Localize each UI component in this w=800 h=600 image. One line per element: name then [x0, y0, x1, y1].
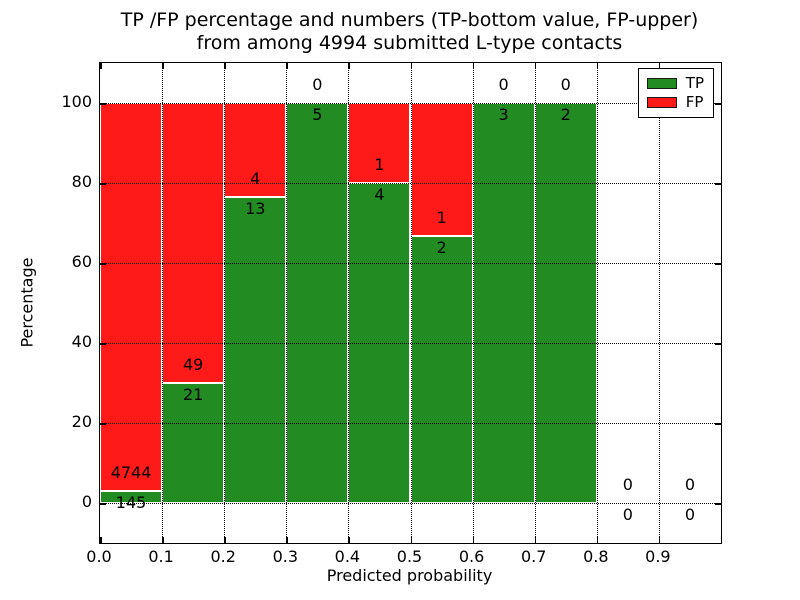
x-tick-mark — [162, 63, 164, 69]
tp-count-label: 5 — [312, 105, 323, 124]
bar-segment-fp — [348, 103, 411, 183]
y-tick-label: 20 — [71, 412, 92, 431]
tp-count-label: 145 — [115, 493, 147, 513]
fp-count-label: 1 — [436, 208, 447, 228]
y-tick-mark — [715, 103, 721, 105]
x-tick-mark — [658, 537, 661, 543]
tick-marks-layer — [100, 63, 721, 543]
bar-segment-tp — [286, 103, 349, 503]
fp-count-label: 4 — [250, 169, 261, 189]
fp-count-label: 0 — [498, 75, 509, 94]
fp-count-label: 0 — [622, 475, 633, 494]
x-tick-mark — [534, 537, 537, 543]
x-tick-mark — [224, 63, 226, 69]
x-tick-label: 0.9 — [645, 547, 671, 566]
x-axis-label: Predicted probability — [326, 566, 493, 585]
y-tick-mark — [715, 503, 721, 505]
bar-segment-tp — [224, 197, 287, 503]
x-tick-mark — [472, 537, 475, 543]
x-tick-mark — [596, 63, 599, 69]
bar-segment-fp — [100, 103, 163, 492]
x-tick-label: 0.1 — [148, 547, 174, 566]
y-tick-mark — [100, 343, 106, 345]
x-tick-mark — [534, 63, 537, 69]
legend: TP FP — [637, 68, 714, 118]
y-tick-mark — [715, 183, 721, 185]
plot-area: 4744 145 49 21 4 13 0 5 1 4 1 2 0 3 0 2 0 0 0 0 TP FP — [99, 62, 722, 544]
x-tick-label: 0.4 — [334, 547, 361, 566]
fp-count-label: 4744 — [110, 463, 152, 483]
fp-count-label: 1 — [374, 155, 385, 174]
chart-title: TP /FP percentage and numbers (TP-bottom… — [99, 9, 720, 55]
tp-swatch-icon — [646, 78, 677, 89]
tp-count-label: 21 — [182, 385, 204, 404]
tp-count-label: 3 — [498, 105, 509, 124]
tp-count-label: 2 — [436, 238, 447, 258]
bar-segment-tp — [100, 491, 163, 503]
chart-title-line2: from among 4994 submitted L-type contact… — [196, 32, 623, 54]
x-tick-mark — [100, 63, 102, 69]
y-axis-label: Percentage — [17, 257, 37, 348]
bar-segment-tp — [472, 103, 535, 503]
legend-entry-label: TP — [685, 74, 704, 92]
legend-entry: TP — [646, 74, 704, 93]
y-tick-mark — [715, 343, 721, 345]
chart-title-line1: TP /FP percentage and numbers (TP-bottom… — [120, 9, 699, 31]
fp-count-label: 0 — [560, 75, 571, 94]
tp-count-label: 2 — [560, 105, 571, 124]
x-tick-label: 0.7 — [520, 547, 547, 566]
x-tick-mark — [596, 537, 599, 543]
bar-segment-fp — [162, 103, 225, 383]
x-tick-label: 0.5 — [396, 547, 423, 566]
bars-layer — [100, 63, 721, 543]
x-tick-mark — [348, 63, 350, 69]
y-tick-mark — [100, 423, 106, 425]
y-tick-mark — [100, 183, 106, 185]
fp-count-label: 0 — [312, 75, 323, 94]
tp-count-label: 0 — [684, 505, 696, 524]
x-tick-mark — [348, 537, 350, 543]
bar-labels-layer: 4744 145 49 21 4 13 0 5 1 4 1 2 0 3 0 2 0 0 0 0 — [100, 63, 721, 543]
y-tick-label: 0 — [81, 492, 92, 511]
legend-entry-label: FP — [685, 93, 704, 111]
fp-swatch-icon — [646, 97, 677, 108]
y-tick-mark — [715, 263, 721, 265]
x-tick-mark — [410, 63, 412, 69]
y-tick-label: 80 — [71, 172, 92, 191]
x-tick-label: 0.6 — [458, 547, 485, 566]
x-tick-mark — [100, 537, 102, 543]
y-tick-mark — [100, 263, 106, 265]
x-tick-mark — [286, 537, 288, 543]
x-tick-label: 0.0 — [86, 547, 112, 566]
fp-count-label: 49 — [182, 355, 204, 374]
y-tick-label: 100 — [61, 92, 92, 111]
x-tick-label: 0.3 — [272, 547, 299, 566]
x-tick-mark — [472, 63, 475, 69]
y-tick-mark — [715, 423, 721, 425]
x-tick-mark — [162, 537, 164, 543]
tp-count-label: 0 — [622, 505, 633, 524]
y-tick-mark — [100, 103, 106, 105]
x-tick-mark — [224, 537, 226, 543]
y-tick-label: 40 — [71, 332, 92, 351]
bar-segment-tp — [410, 236, 473, 503]
y-tick-label: 60 — [71, 252, 92, 271]
tp-count-label: 13 — [245, 199, 266, 219]
fp-count-label: 0 — [684, 475, 696, 494]
x-tick-mark — [286, 63, 288, 69]
x-tick-mark — [410, 537, 412, 543]
tp-count-label: 4 — [374, 185, 385, 204]
x-tick-label: 0.2 — [210, 547, 236, 566]
x-tick-label: 0.8 — [583, 547, 609, 566]
y-tick-mark — [100, 503, 106, 505]
legend-entry: FP — [646, 93, 704, 112]
